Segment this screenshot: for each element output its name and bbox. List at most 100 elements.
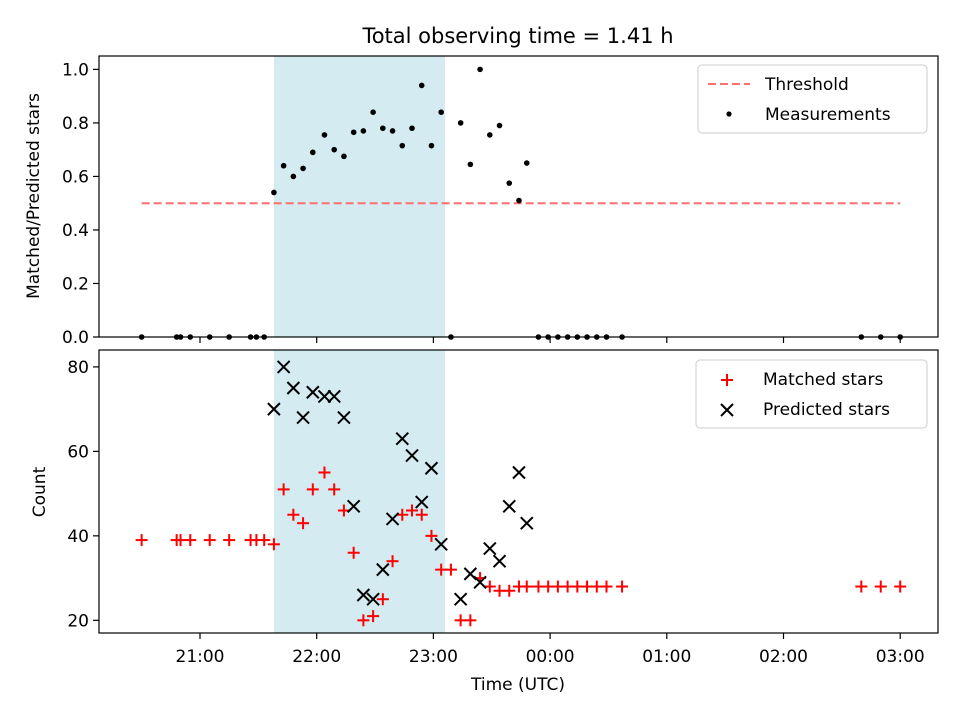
measurement-point (438, 109, 444, 115)
predicted-star-point (434, 537, 448, 552)
top-observing-window-shade (273, 56, 446, 337)
predicted-star-point (267, 402, 281, 416)
measurement-point (516, 197, 522, 204)
y-tick-label: 40 (67, 527, 89, 547)
predicted-star-point (337, 410, 351, 425)
matched-star-point (464, 614, 477, 627)
bottom-observing-window-shade (273, 350, 446, 633)
measurement-point (496, 122, 503, 129)
top-plot-frame (98, 55, 939, 338)
matched-star-point (415, 508, 428, 521)
matched-star-point (203, 534, 216, 547)
matched-star-point (267, 538, 280, 551)
y-tick-label: 0.4 (62, 221, 89, 241)
matched-star-point (367, 610, 380, 623)
x-tick-label: 01:00 (642, 647, 691, 667)
predicted-star-point (492, 554, 507, 568)
predicted-star-point (424, 461, 439, 475)
predicted-star-point (385, 512, 400, 526)
measurement-point (280, 162, 287, 169)
y-tick-label: 20 (67, 611, 89, 631)
matched-star-point (184, 534, 197, 547)
matched-star-point (297, 517, 310, 530)
predicted-star-point (512, 465, 526, 480)
predicted-star-point (405, 448, 419, 463)
measurement-point (380, 125, 386, 132)
measurement-point (341, 153, 347, 160)
predicted-star-point (473, 575, 487, 590)
measurement-point (428, 142, 435, 149)
predicted-star-point (395, 431, 409, 446)
matched-star-point (503, 584, 516, 597)
measurement-point (360, 128, 367, 134)
predicted-star-point (306, 385, 320, 399)
y-tick-label: 60 (67, 442, 89, 462)
matched-star-point (444, 563, 457, 576)
x-axis-label: Time (UTC) (470, 675, 565, 695)
x-tick-label: 02:00 (759, 647, 808, 667)
measurement-point (321, 132, 328, 138)
measurement-point (457, 120, 464, 126)
measurement-point (506, 180, 513, 186)
matched-star-point (258, 534, 271, 547)
bottom-axis-ticks: 20 40 60 80 21:00 22:00 23:00 00:00 01:00 02:00 03… (67, 358, 924, 667)
matched-star-point (894, 580, 907, 593)
legend-measurements-swatch (726, 111, 732, 117)
y-tick-label: 0.8 (62, 114, 89, 134)
matched-star-point (396, 508, 409, 521)
matched-star-point (306, 483, 319, 496)
measurement-point (290, 173, 297, 180)
predicted-star-point (502, 499, 516, 513)
legend-predicted-swatch (720, 403, 734, 417)
measurement-point (418, 82, 425, 89)
y-tick-label: 80 (67, 358, 89, 378)
bottom-predicted-points (267, 360, 534, 606)
bottom-y-axis-label: Count (30, 466, 50, 517)
predicted-star-point (317, 389, 332, 404)
matched-star-point (483, 580, 496, 593)
bottom-panel: 20 40 60 80 21:00 22:00 23:00 00:00 01:00 02:00 03… (30, 349, 939, 695)
matched-star-point (386, 555, 399, 568)
matched-star-point (347, 546, 360, 559)
matched-star-point (287, 508, 300, 521)
top-y-axis-label: Matched/Predicted stars (24, 93, 44, 299)
matched-star-point (337, 504, 350, 517)
legend-matched-swatch (721, 374, 733, 386)
matched-star-point (520, 580, 533, 593)
matched-star-point (406, 504, 419, 517)
x-tick-label: 23:00 (409, 647, 458, 667)
matched-star-point (223, 534, 236, 547)
top-legend-box (697, 64, 928, 134)
matched-star-point (328, 483, 341, 496)
top-legend: Threshold Measurements (697, 64, 928, 134)
top-axis-ticks: 0.0 0.2 0.4 0.6 0.8 1.0 (62, 60, 901, 348)
measurement-point (350, 129, 357, 136)
legend-threshold-label: Threshold (764, 75, 849, 95)
legend-matched-label: Matched stars (763, 370, 883, 390)
y-tick-label: 0.0 (62, 328, 89, 348)
predicted-star-point (376, 562, 390, 577)
predicted-star-point (483, 541, 497, 556)
predicted-star-point (453, 592, 468, 606)
predicted-star-point (415, 495, 429, 509)
matched-star-point (425, 529, 438, 542)
predicted-star-point (296, 410, 310, 425)
predicted-star-point (327, 389, 341, 404)
measurement-point (271, 189, 277, 196)
measurement-point (300, 165, 306, 172)
legend-measurements-label: Measurements (765, 105, 891, 125)
chart-title: Total observing time = 1.41 h (361, 24, 673, 48)
measurement-point (409, 125, 415, 132)
matched-star-point (135, 534, 148, 547)
bottom-plot-frame (98, 349, 939, 634)
y-tick-label: 0.2 (62, 274, 89, 294)
matched-star-point (277, 483, 290, 496)
matched-star-point (600, 580, 613, 593)
matched-star-point (357, 614, 370, 627)
measurement-point (477, 66, 483, 73)
matched-star-point (855, 580, 868, 593)
bottom-legend: Matched stars Predicted stars (695, 359, 928, 429)
x-tick-label: 00:00 (526, 647, 575, 667)
predicted-star-point (520, 516, 534, 530)
